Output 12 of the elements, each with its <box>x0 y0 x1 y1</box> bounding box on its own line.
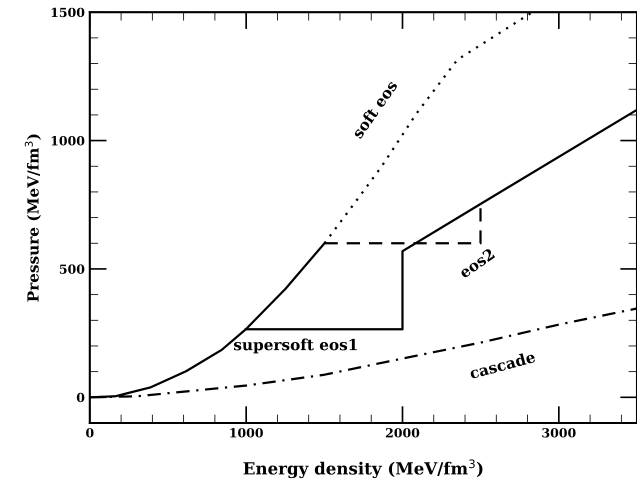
x-tick-label: 3000 <box>542 428 576 438</box>
x-tick-label: 2000 <box>386 428 420 438</box>
y-tick-label: 0 <box>76 392 84 402</box>
x-tick-label: 0 <box>86 428 94 438</box>
text: cascade <box>468 350 536 380</box>
series-label: supersoft eos1 <box>234 338 357 354</box>
y-tick-label: 1500 <box>52 8 84 18</box>
y-axis-title: Pressure (MeV/fm$^{3}$) <box>24 134 41 302</box>
y-tick-label: 1000 <box>52 136 84 146</box>
x-axis-title: Energy density (MeV/fm$^{3}$) <box>244 459 482 478</box>
y-tick-label: 500 <box>60 264 84 274</box>
x-tick-label: 1000 <box>230 428 263 438</box>
